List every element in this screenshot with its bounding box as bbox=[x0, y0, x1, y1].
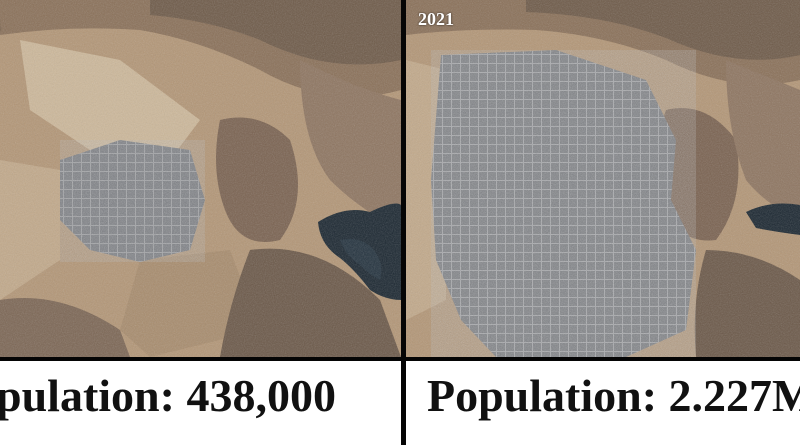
population-text-earlier: opulation: 438,000 bbox=[0, 370, 336, 421]
year-label-later: 2021 bbox=[418, 9, 454, 29]
satellite-image-earlier bbox=[0, 0, 401, 357]
population-text-later: Population: 2.227M bbox=[427, 370, 800, 421]
vertical-divider bbox=[401, 0, 406, 445]
population-caption-later: Population: 2.227M bbox=[406, 361, 800, 445]
horizontal-divider bbox=[0, 357, 800, 361]
satellite-image-later bbox=[406, 0, 800, 357]
population-caption-earlier: opulation: 438,000 bbox=[0, 361, 401, 445]
